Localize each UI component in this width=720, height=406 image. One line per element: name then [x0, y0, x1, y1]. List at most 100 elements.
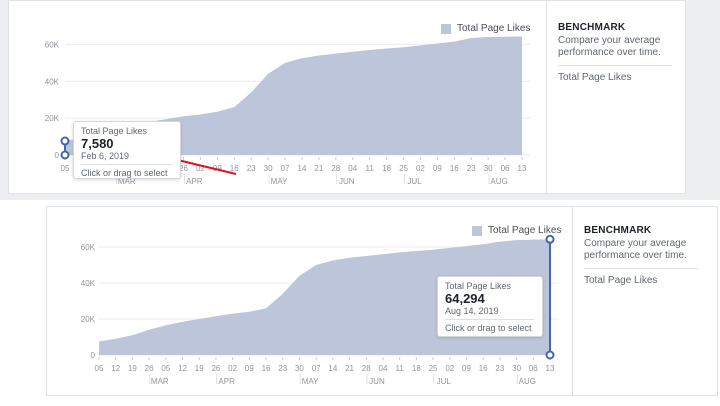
x-tick-label: 12: [178, 364, 187, 373]
x-tick-label: 21: [314, 164, 323, 173]
tooltip-date: Feb 6, 2019: [81, 151, 172, 165]
x-tick-label: 14: [298, 164, 307, 173]
chart-legend: Total Page Likes: [441, 23, 530, 34]
benchmark-title: BENCHMARK: [584, 225, 652, 236]
x-tick-label: 26: [211, 364, 220, 373]
x-tick-label: 16: [262, 364, 271, 373]
benchmark-metric-link[interactable]: Total Page Likes: [584, 275, 658, 286]
tooltip-value: 64,294: [445, 291, 485, 306]
x-tick-label: 04: [379, 364, 388, 373]
x-tick-label: 02: [228, 364, 237, 373]
benchmark-title: BENCHMARK: [558, 22, 626, 33]
tooltip-label: Total Page Likes: [81, 126, 148, 136]
x-tick-label: 13: [546, 364, 555, 373]
x-tick-label: 12: [111, 364, 120, 373]
y-tick-label: 60K: [81, 243, 96, 252]
x-tick-label: 26: [179, 164, 188, 173]
x-tick-label: 18: [412, 364, 421, 373]
x-tick-label: 30: [484, 164, 493, 173]
tooltip-label: Total Page Likes: [445, 281, 512, 291]
tooltip-date: Aug 14, 2019: [445, 306, 534, 320]
x-tick-label: 23: [495, 364, 504, 373]
chart-tooltip: Total Page Likes 7,580 Feb 6, 2019 Click…: [73, 121, 181, 179]
month-label: APR: [186, 177, 203, 186]
x-tick-label: 06: [529, 364, 538, 373]
legend-label: Total Page Likes: [457, 23, 531, 34]
selection-handle-bottom: [60, 150, 70, 160]
x-tick-label: 09: [462, 364, 471, 373]
x-tick-label: 09: [213, 164, 222, 173]
x-tick-label: 13: [518, 164, 527, 173]
chart-tooltip: Total Page Likes 64,294 Aug 14, 2019 Cli…: [437, 276, 543, 337]
selection-handle-bottom: [545, 350, 555, 360]
x-tick-label: 23: [278, 364, 287, 373]
x-tick-label: 25: [399, 164, 408, 173]
y-tick-label: 60K: [45, 40, 60, 49]
x-tick-label: 02: [416, 164, 425, 173]
selection-handle-top: [545, 234, 555, 244]
benchmark-sidebar: BENCHMARK Compare your average performan…: [572, 207, 717, 395]
x-tick-label: 19: [195, 364, 204, 373]
x-tick-label: 04: [348, 164, 357, 173]
x-tick-label: 26: [145, 364, 154, 373]
month-label: AUG: [519, 377, 536, 386]
selection-handle-top: [60, 136, 70, 146]
x-tick-label: 28: [331, 164, 340, 173]
benchmark-sidebar: BENCHMARK Compare your average performan…: [546, 1, 685, 193]
tooltip-hint: Click or drag to select: [445, 323, 532, 333]
y-tick-label: 40K: [45, 77, 60, 86]
benchmark-metric-link[interactable]: Total Page Likes: [558, 72, 632, 83]
x-tick-label: 02: [445, 364, 454, 373]
x-tick-label: 14: [328, 364, 337, 373]
x-tick-label: 07: [312, 364, 321, 373]
month-label: JUL: [437, 377, 452, 386]
month-label: MAR: [118, 177, 136, 186]
x-tick-label: 09: [433, 164, 442, 173]
month-label: MAY: [271, 177, 288, 186]
month-label: AUG: [490, 177, 507, 186]
x-tick-label: 11: [396, 364, 405, 373]
legend-swatch: [472, 225, 482, 236]
x-tick-label: 28: [362, 364, 371, 373]
x-tick-label: 09: [245, 364, 254, 373]
legend-label: Total Page Likes: [488, 225, 562, 236]
chart-panel-bottom: 0 20K 40K 60K 05 12 19 26 05 12 19 26 02 09 16 23 30 07 14…: [46, 206, 718, 396]
legend-swatch: [441, 23, 451, 34]
x-tick-label: 05: [95, 364, 104, 373]
x-tick-label: 23: [467, 164, 476, 173]
x-tick-label: 25: [429, 364, 438, 373]
chart-legend: Total Page Likes: [472, 225, 561, 236]
x-tick-label: 23: [247, 164, 256, 173]
x-tick-label: 11: [366, 164, 375, 173]
x-tick-label: 16: [450, 164, 459, 173]
benchmark-description: Compare your average performance over ti…: [584, 238, 687, 261]
benchmark-divider: [558, 65, 672, 66]
x-tick-label: 30: [264, 164, 273, 173]
x-tick-label: 30: [295, 364, 304, 373]
benchmark-description: Compare your average performance over ti…: [558, 35, 661, 58]
y-tick-label: 0: [91, 351, 96, 360]
x-tick-label: 18: [382, 164, 391, 173]
month-label: JUN: [369, 377, 385, 386]
x-tick-label: 05: [61, 164, 70, 173]
month-label: APR: [218, 377, 235, 386]
chart-panel-top: 020K40K60K051219260512192602091623300714…: [8, 0, 686, 194]
y-tick-label: 40K: [81, 279, 96, 288]
x-tick-label: 16: [479, 364, 488, 373]
benchmark-divider: [584, 268, 698, 269]
x-tick-label: 07: [281, 164, 290, 173]
month-label: MAY: [302, 377, 319, 386]
x-tick-label: 30: [512, 364, 521, 373]
month-label: JUN: [339, 177, 355, 186]
y-tick-label: 0: [55, 151, 60, 160]
x-tick-label: 21: [345, 364, 354, 373]
month-label: JUL: [407, 177, 422, 186]
x-tick-label: 02: [196, 164, 205, 173]
tooltip-value: 7,580: [81, 136, 114, 151]
month-label: MAR: [151, 377, 169, 386]
x-tick-label: 05: [161, 364, 170, 373]
tooltip-hint: Click or drag to select: [81, 168, 168, 178]
x-tick-label: 16: [230, 164, 239, 173]
x-tick-label: 19: [128, 364, 137, 373]
y-tick-label: 20K: [81, 315, 96, 324]
